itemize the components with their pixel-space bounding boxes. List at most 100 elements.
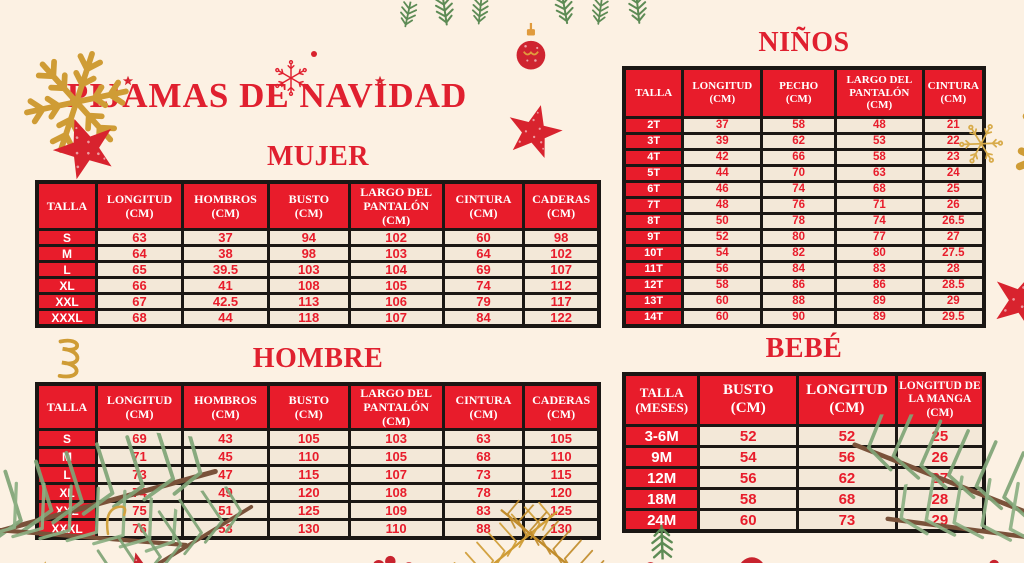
value-cell: 84	[444, 311, 523, 324]
value-cell: 68	[837, 183, 922, 196]
value-cell: 24	[924, 167, 982, 180]
table-row: XL 66 41 108 105 74 112	[39, 279, 597, 292]
size-label-cell: 2T	[626, 119, 682, 132]
table-row: 3-6M 52 52 25	[626, 427, 982, 445]
value-cell: 89	[837, 295, 922, 308]
table-row: XXL 67 42.5 113 106 79 117	[39, 295, 597, 308]
berry-cluster-icon	[938, 530, 992, 563]
value-cell: 130	[270, 521, 348, 537]
value-cell: 104	[350, 263, 442, 276]
size-table-bebe: TALLA (MESES) BUSTO (CM) LONGITUD (CM) LONG…	[622, 372, 986, 533]
size-label-cell: 14T	[626, 311, 682, 324]
value-cell: 76	[98, 521, 181, 537]
value-cell: 86	[763, 279, 835, 292]
header-row: TALLA LONGITUD (CM) HOMBROS (CM) BUSTO (CM)…	[39, 386, 597, 429]
table-row: 9M 54 56 26	[626, 448, 982, 466]
value-cell: 90	[763, 311, 835, 324]
value-cell: 48	[837, 119, 922, 132]
column-header: LONGITUD (CM)	[799, 376, 895, 424]
value-cell: 71	[837, 199, 922, 212]
value-cell: 77	[837, 231, 922, 244]
value-cell: 53	[837, 135, 922, 148]
value-cell: 43	[184, 431, 267, 447]
size-label-cell: 13T	[626, 295, 682, 308]
column-header: LONGITUD (CM)	[98, 386, 181, 429]
christmas-bauble-icon	[495, 0, 531, 48]
fir-sprig-icon	[616, 0, 639, 29]
red-star-icon	[478, 62, 548, 132]
value-cell: 27	[924, 231, 982, 244]
value-cell: 62	[799, 469, 895, 487]
section-title-bebe: BEBÉ	[765, 333, 843, 364]
size-label-cell: XXL	[39, 503, 95, 519]
value-cell: 60	[684, 311, 761, 324]
size-table-ninos: TALLA LONGITUD (CM) PECHO (CM) LARGO DEL PA…	[622, 66, 986, 328]
column-header: LARGO DEL PANTALÓN (CM)	[350, 386, 442, 429]
value-cell: 125	[270, 503, 348, 519]
value-cell: 66	[98, 279, 181, 292]
value-cell: 84	[763, 263, 835, 276]
value-cell: 125	[525, 503, 597, 519]
size-label-cell: 6T	[626, 183, 682, 196]
value-cell: 37	[184, 231, 267, 244]
section-title-ninos: NIÑOS	[758, 27, 850, 58]
value-cell: 41	[184, 279, 267, 292]
table-row: L 73 47 115 107 73 115	[39, 467, 597, 483]
column-header: CINTURA (CM)	[444, 184, 523, 228]
value-cell: 39.5	[184, 263, 267, 276]
value-cell: 28	[924, 263, 982, 276]
value-cell: 113	[270, 295, 348, 308]
value-cell: 39	[684, 135, 761, 148]
value-cell: 64	[98, 247, 181, 260]
value-cell: 53	[184, 521, 267, 537]
value-cell: 56	[700, 469, 797, 487]
value-cell: 74	[444, 279, 523, 292]
value-cell: 26.5	[924, 215, 982, 228]
value-cell: 26	[897, 448, 982, 466]
table-row: 3T 39 62 53 22	[626, 135, 982, 148]
value-cell: 27.5	[924, 247, 982, 260]
value-cell: 82	[763, 247, 835, 260]
value-cell: 88	[763, 295, 835, 308]
column-header: CINTURA (CM)	[444, 386, 523, 429]
table-row: XL 74 49 120 108 78 120	[39, 485, 597, 501]
size-label-cell: XL	[39, 279, 95, 292]
section-bebe: BEBÉ TALLA (MESES) BUSTO (CM) LONGITUD (CM…	[622, 333, 986, 533]
value-cell: 80	[837, 247, 922, 260]
column-header: CINTURA (CM)	[924, 70, 982, 116]
column-header: CADERAS (CM)	[525, 386, 597, 429]
value-cell: 105	[350, 279, 442, 292]
value-cell: 68	[799, 490, 895, 508]
section-mujer: MUJER TALLA LONGITUD (CM) HOMBROS (CM) BUST…	[35, 141, 601, 328]
value-cell: 28	[897, 490, 982, 508]
value-cell: 107	[350, 467, 442, 483]
value-cell: 63	[837, 167, 922, 180]
fir-sprig-icon	[542, 0, 568, 31]
size-label-cell: 7T	[626, 199, 682, 212]
value-cell: 130	[525, 521, 597, 537]
size-table-hombre: TALLA LONGITUD (CM) HOMBROS (CM) BUSTO (CM)…	[35, 382, 601, 541]
value-cell: 50	[684, 215, 761, 228]
value-cell: 110	[350, 521, 442, 537]
value-cell: 37	[684, 119, 761, 132]
value-cell: 63	[444, 431, 523, 447]
column-header: LONGITUD (CM)	[98, 184, 181, 228]
size-label-cell: S	[39, 431, 95, 447]
size-label-cell: 3T	[626, 135, 682, 148]
size-label-cell: XXXL	[39, 521, 95, 537]
value-cell: 120	[270, 485, 348, 501]
value-cell: 107	[350, 311, 442, 324]
value-cell: 102	[350, 231, 442, 244]
size-label-cell: 10T	[626, 247, 682, 260]
section-ninos: NIÑOS TALLA LONGITUD (CM) PECHO (CM) LARGO …	[622, 27, 986, 328]
size-label-cell: 5T	[626, 167, 682, 180]
column-header: PECHO (CM)	[763, 70, 835, 116]
table-row: M 64 38 98 103 64 102	[39, 247, 597, 260]
table-row: 6T 46 74 68 25	[626, 183, 982, 196]
size-label-cell: 11T	[626, 263, 682, 276]
table-row: M 71 45 110 105 68 110	[39, 449, 597, 465]
table-row: 8T 50 78 74 26.5	[626, 215, 982, 228]
value-cell: 48	[684, 199, 761, 212]
fir-sprig-icon	[422, 0, 447, 33]
